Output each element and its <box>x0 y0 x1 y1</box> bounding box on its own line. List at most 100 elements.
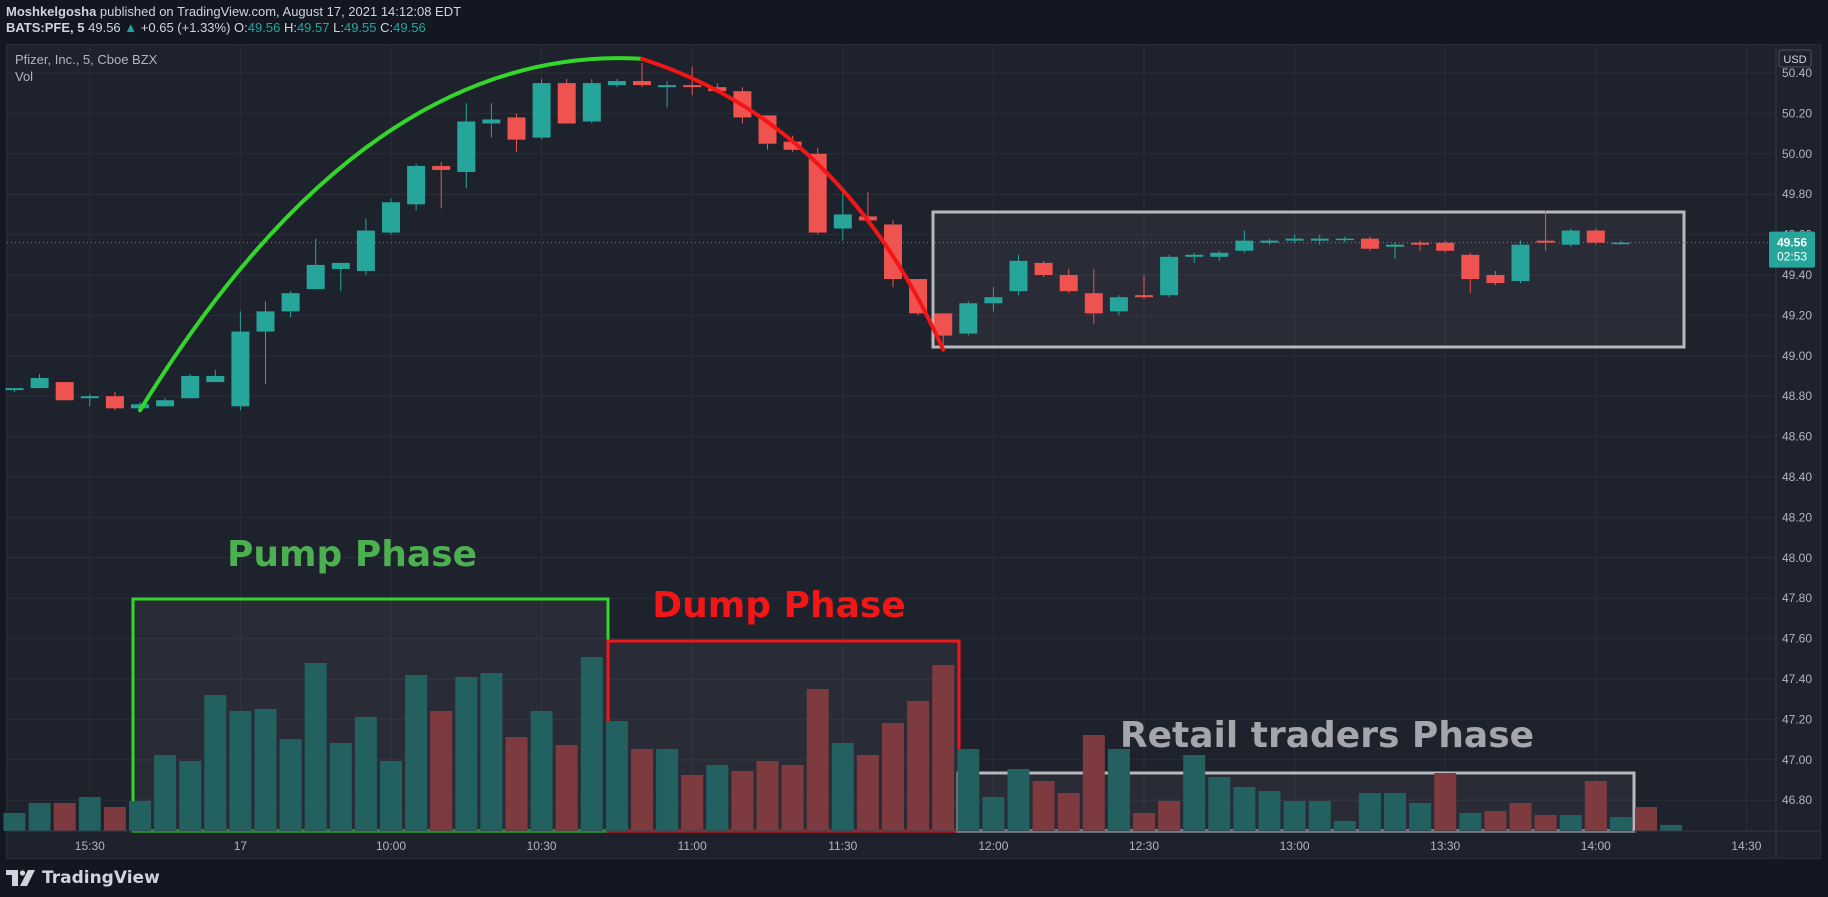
candle-body <box>984 297 1003 304</box>
candle-body <box>231 331 250 407</box>
author-name[interactable]: Moshkelgosha <box>6 4 97 19</box>
volume-bar <box>480 673 503 831</box>
volume-bar <box>455 677 478 831</box>
price-tick-label: 50.40 <box>1782 66 1812 80</box>
candle-body <box>1511 244 1530 282</box>
candle-body <box>206 376 225 383</box>
candle-body <box>934 313 953 336</box>
price-tick-label: 48.00 <box>1782 551 1812 565</box>
candle-body <box>1009 260 1028 292</box>
volume-bar <box>530 711 553 831</box>
price-tick-label: 47.80 <box>1782 591 1812 605</box>
volume-bar <box>329 743 352 831</box>
candle-body <box>1260 240 1279 243</box>
candle-body <box>1586 230 1605 243</box>
last-price: 49.56 <box>88 20 121 35</box>
candle-body <box>1461 254 1480 280</box>
volume-bar <box>1358 793 1381 831</box>
candle-body <box>507 117 526 140</box>
candle-body <box>1084 293 1103 314</box>
legend-title[interactable]: Pfizer, Inc., 5, Cboe BZX <box>15 52 158 67</box>
time-tick-label: 17 <box>234 839 248 853</box>
trend-curves <box>138 56 946 413</box>
candle-body <box>1436 242 1455 251</box>
candle-body <box>105 396 124 409</box>
volume-bar <box>380 761 402 831</box>
candle-body <box>156 400 175 407</box>
time-tick-label: 11:30 <box>828 839 857 853</box>
price-tick-label: 50.20 <box>1782 106 1812 120</box>
time-tick-label: 12:00 <box>978 839 1008 853</box>
volume-bar <box>304 663 327 831</box>
volume-bar <box>605 721 628 831</box>
high-value: 49.57 <box>296 20 330 35</box>
volume-bar <box>279 739 302 831</box>
candle-body <box>281 293 300 312</box>
candle-body <box>633 81 651 86</box>
candle-body <box>306 264 325 290</box>
volume-bar <box>229 711 252 831</box>
volume-bar <box>555 745 578 831</box>
volume-bar <box>631 749 653 831</box>
volume-bar <box>731 771 754 831</box>
last-price-tag: 49.56 02:53 <box>1769 231 1815 268</box>
tradingview-brand[interactable]: TradingView <box>6 866 160 890</box>
candle-body <box>532 83 551 138</box>
volume-bar <box>681 775 704 831</box>
legend-vol[interactable]: Vol <box>15 69 33 84</box>
candle-body <box>1059 275 1078 292</box>
volume-bar <box>1509 803 1532 831</box>
candle-body <box>1135 295 1153 298</box>
candle-body <box>783 141 802 150</box>
time-tick-label: 13:00 <box>1280 839 1310 853</box>
close-label: C: <box>380 20 394 35</box>
volume-bar <box>932 665 955 831</box>
close-value: 49.56 <box>393 20 426 35</box>
brand-name: TradingView <box>42 868 160 888</box>
candle-body <box>1235 240 1254 251</box>
pane-legend: Pfizer, Inc., 5, Cboe BZX Vol <box>15 52 158 84</box>
candle-body <box>658 85 677 88</box>
candle-body <box>407 165 426 205</box>
volume-bar <box>982 797 1005 831</box>
volume-bar <box>405 675 428 831</box>
volume-bar <box>3 813 26 831</box>
candle-body <box>1034 262 1053 275</box>
volume-bar <box>1333 821 1356 831</box>
price-tick-label: 47.00 <box>1782 753 1812 767</box>
candle-body <box>331 262 350 269</box>
publisher-line: Moshkelgosha published on TradingView.co… <box>6 4 1816 20</box>
price-tick-label: 48.20 <box>1782 510 1812 524</box>
candle-body <box>1335 238 1354 241</box>
pump-curve <box>138 56 644 413</box>
phase-labels: Pump Phase Dump Phase Retail traders Pha… <box>227 534 1534 756</box>
price-tick-label: 50.00 <box>1782 147 1812 161</box>
candle-body <box>356 230 375 271</box>
candle-body <box>1561 230 1580 245</box>
low-label: L: <box>333 20 344 35</box>
volume-bar <box>756 761 779 831</box>
price-tick-label: 49.20 <box>1782 308 1812 322</box>
candle-body <box>808 153 827 233</box>
candle-body <box>959 303 978 334</box>
time-axis[interactable]: 15:30 17 10:00 10:30 11:00 11:30 12:00 12:30 13:… <box>7 830 1820 853</box>
candle-body <box>582 83 601 122</box>
candle-body <box>1109 297 1128 312</box>
price-tag-countdown: 02:53 <box>1777 250 1807 264</box>
candle-body <box>1185 254 1204 257</box>
candle-body <box>1285 238 1304 241</box>
candle-body <box>1310 238 1329 241</box>
volume-bar <box>1384 793 1406 831</box>
candle-body <box>1486 275 1505 284</box>
time-tick-label: 11:00 <box>678 839 707 853</box>
volume-bar <box>1660 825 1683 831</box>
volume-bar <box>856 755 879 831</box>
consolidation-box <box>931 210 1686 349</box>
price-axis[interactable]: 50.4050.2050.0049.8049.6049.4049.2049.00… <box>1775 45 1812 858</box>
volume-bar <box>1133 813 1155 831</box>
candle-body <box>181 376 200 399</box>
candle-body <box>382 202 400 233</box>
symbol-label: BATS:PFE, 5 <box>6 20 85 35</box>
currency-badge[interactable]: USD <box>1778 49 1812 68</box>
